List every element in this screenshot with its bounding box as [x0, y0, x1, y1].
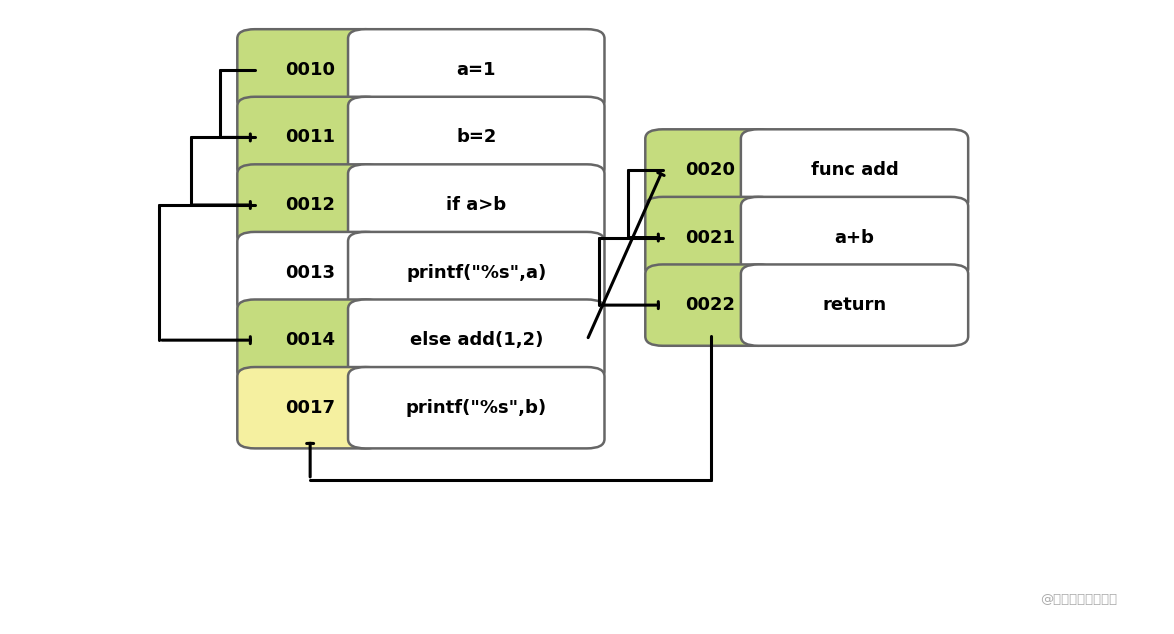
Text: 0021: 0021 — [686, 228, 736, 247]
Text: printf("%s",a): printf("%s",a) — [406, 264, 546, 281]
Text: 0022: 0022 — [686, 296, 736, 314]
Text: @稀土掘金技术社区: @稀土掘金技术社区 — [1040, 593, 1118, 606]
Text: 0017: 0017 — [285, 399, 335, 417]
FancyBboxPatch shape — [348, 299, 605, 381]
Text: if a>b: if a>b — [446, 196, 506, 214]
Text: 0012: 0012 — [285, 196, 335, 214]
FancyBboxPatch shape — [348, 97, 605, 178]
Text: return: return — [823, 296, 886, 314]
FancyBboxPatch shape — [741, 129, 969, 210]
Text: 0013: 0013 — [285, 264, 335, 281]
FancyBboxPatch shape — [237, 299, 383, 381]
FancyBboxPatch shape — [348, 29, 605, 110]
Text: a=1: a=1 — [457, 61, 495, 79]
FancyBboxPatch shape — [237, 232, 383, 313]
FancyBboxPatch shape — [646, 197, 776, 278]
Text: 0020: 0020 — [686, 161, 736, 179]
Text: b=2: b=2 — [456, 129, 497, 146]
Text: a+b: a+b — [835, 228, 875, 247]
FancyBboxPatch shape — [348, 232, 605, 313]
FancyBboxPatch shape — [237, 29, 383, 110]
FancyBboxPatch shape — [237, 164, 383, 245]
FancyBboxPatch shape — [237, 97, 383, 178]
FancyBboxPatch shape — [646, 129, 776, 210]
Text: printf("%s",b): printf("%s",b) — [406, 399, 547, 417]
Text: 0014: 0014 — [285, 331, 335, 349]
Text: else add(1,2): else add(1,2) — [410, 331, 542, 349]
Text: 0010: 0010 — [285, 61, 335, 79]
FancyBboxPatch shape — [348, 367, 605, 448]
FancyBboxPatch shape — [237, 367, 383, 448]
FancyBboxPatch shape — [646, 264, 776, 346]
FancyBboxPatch shape — [741, 197, 969, 278]
FancyBboxPatch shape — [741, 264, 969, 346]
Text: 0011: 0011 — [285, 129, 335, 146]
FancyBboxPatch shape — [348, 164, 605, 245]
Text: func add: func add — [810, 161, 898, 179]
